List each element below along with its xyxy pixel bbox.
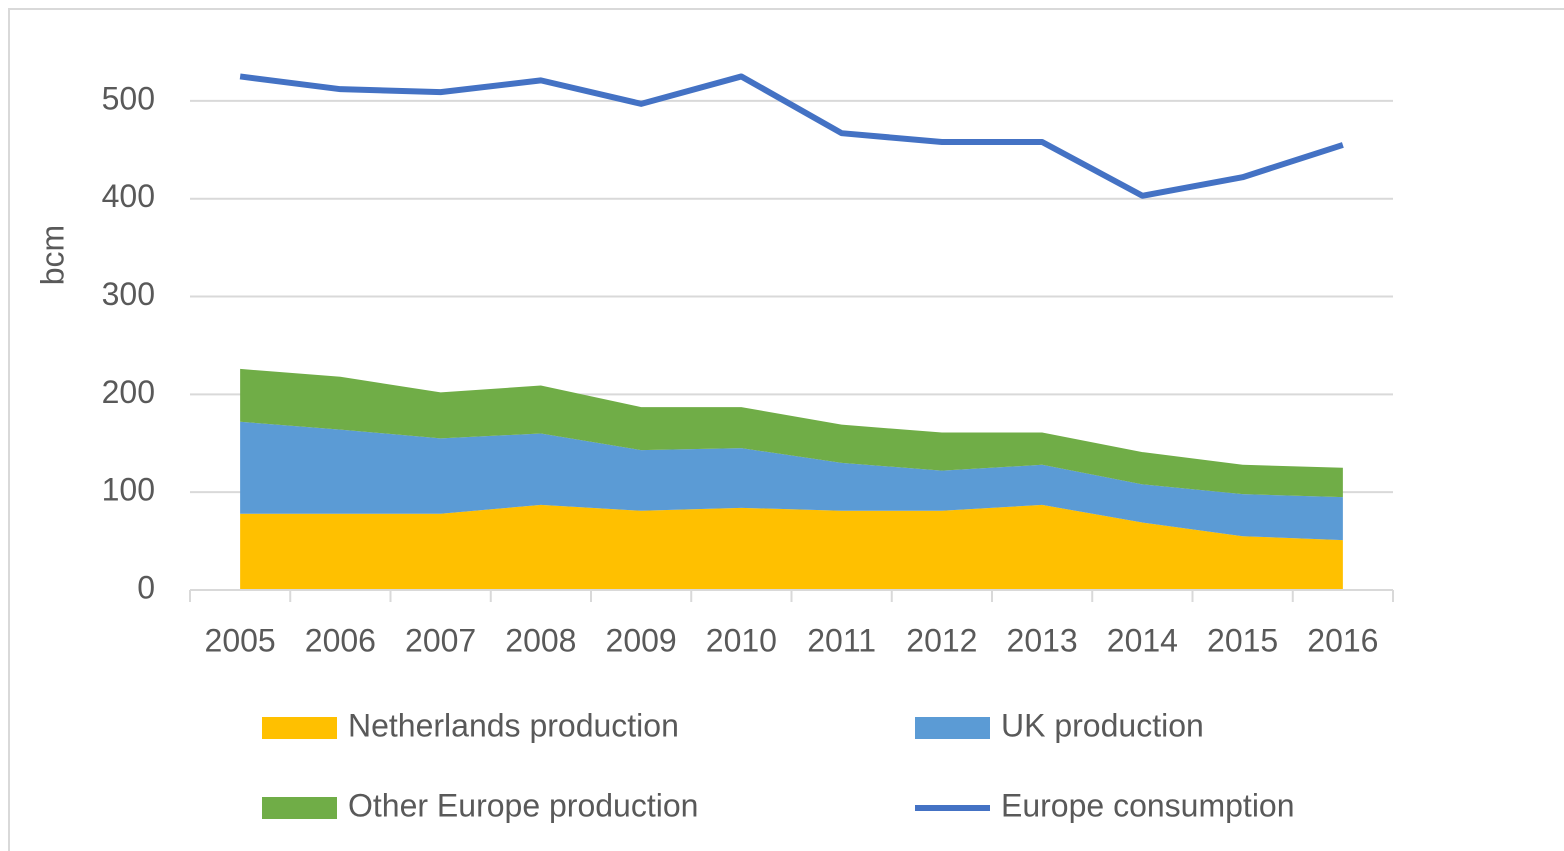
x-tick-label: 2010 bbox=[706, 622, 777, 658]
y-tick-label: 200 bbox=[102, 374, 155, 410]
legend-swatch bbox=[915, 717, 990, 739]
y-axis-label: bcm bbox=[34, 225, 70, 285]
x-tick-label: 2012 bbox=[906, 622, 977, 658]
y-tick-label: 400 bbox=[102, 178, 155, 214]
x-tick-label: 2015 bbox=[1207, 622, 1278, 658]
legend-swatch bbox=[262, 797, 337, 819]
y-tick-label: 300 bbox=[102, 276, 155, 312]
legend-label: Netherlands production bbox=[348, 707, 679, 743]
legend-swatch bbox=[262, 717, 337, 739]
legend-label: UK production bbox=[1001, 707, 1204, 743]
area bbox=[240, 504, 1343, 590]
area bbox=[240, 368, 1343, 498]
legend-label: Other Europe production bbox=[348, 787, 698, 823]
y-tick-label: 100 bbox=[102, 472, 155, 508]
x-tick-label: 2006 bbox=[305, 622, 376, 658]
x-tick-label: 2008 bbox=[505, 622, 576, 658]
legend-label: Europe consumption bbox=[1001, 787, 1295, 823]
x-tick-label: 2011 bbox=[807, 622, 876, 658]
x-tick-label: 2005 bbox=[205, 622, 276, 658]
frame bbox=[8, 8, 1564, 851]
x-tick-label: 2009 bbox=[606, 622, 677, 658]
area bbox=[240, 421, 1343, 541]
x-tick-label: 2014 bbox=[1107, 622, 1178, 658]
y-tick-label: 0 bbox=[137, 569, 155, 605]
x-tick-label: 2016 bbox=[1307, 622, 1378, 658]
y-tick-label: 500 bbox=[102, 80, 155, 116]
x-tick-label: 2007 bbox=[405, 622, 476, 658]
line bbox=[239, 73, 1344, 199]
x-tick-label: 2013 bbox=[1007, 622, 1078, 658]
